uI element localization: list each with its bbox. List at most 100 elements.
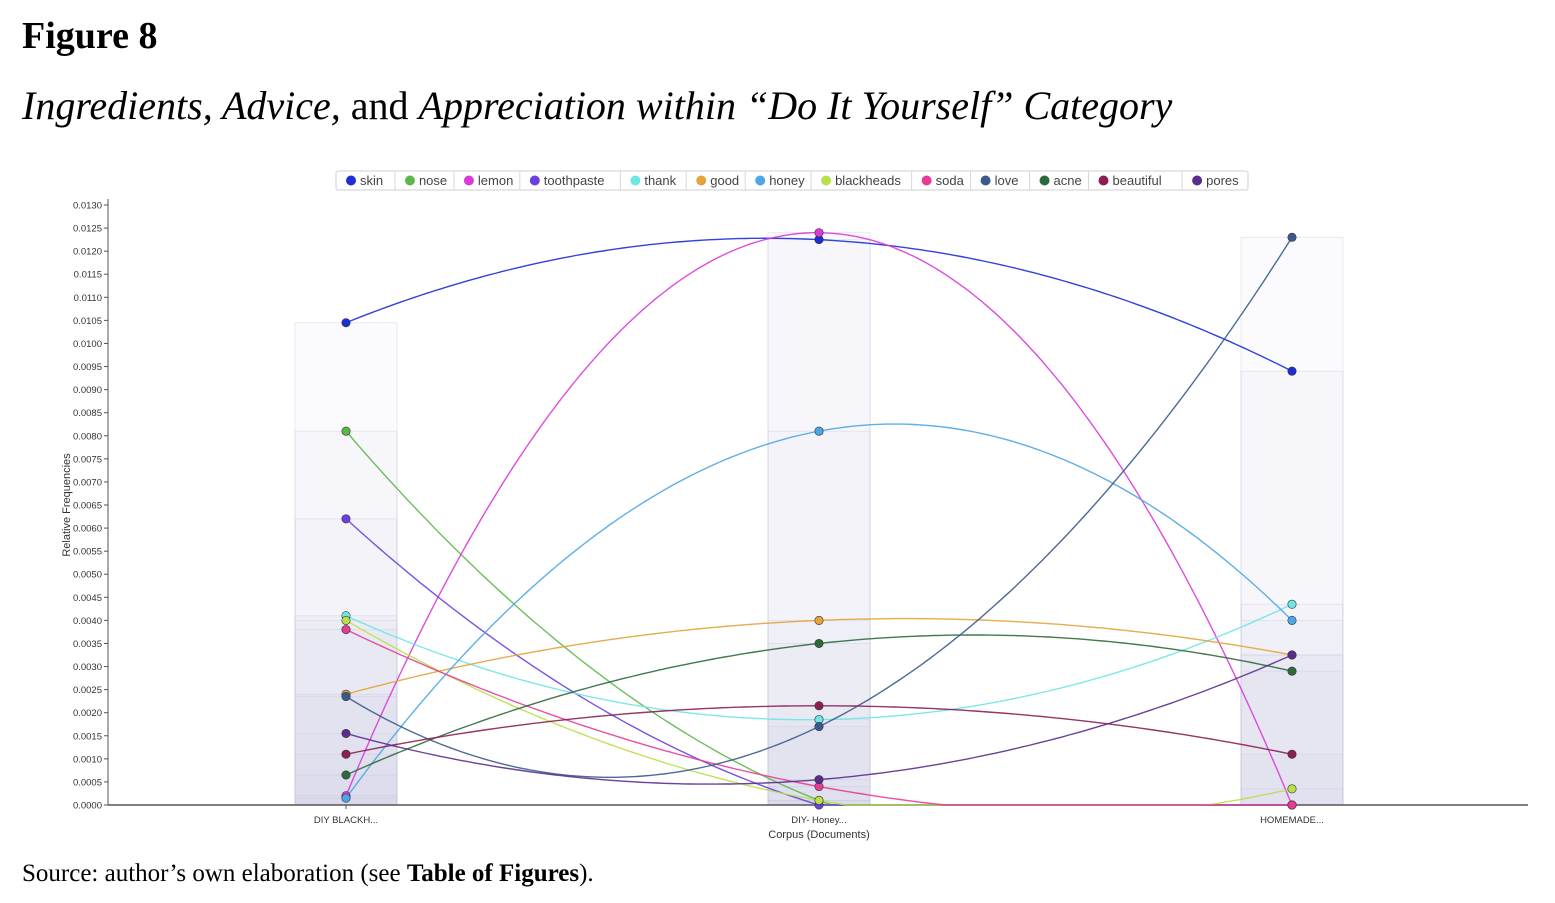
legend-item-blackheads[interactable]: blackheads xyxy=(810,171,901,190)
y-tick-label: 0.0130 xyxy=(73,201,102,212)
y-tick-label: 0.0095 xyxy=(73,362,102,373)
data-point-acne-1[interactable] xyxy=(341,770,351,780)
data-point-soda-3[interactable] xyxy=(1287,800,1297,810)
legend-label-love: love xyxy=(995,173,1019,188)
legend-item-good[interactable]: good xyxy=(685,171,739,190)
y-tick-label: 0.0030 xyxy=(73,662,102,673)
data-point-beautiful-1[interactable] xyxy=(341,749,351,759)
data-point-beautiful-3[interactable] xyxy=(1287,749,1297,759)
legend-item-lemon[interactable]: lemon xyxy=(453,171,513,190)
legend-item-nose[interactable]: nose xyxy=(394,171,447,190)
source-prefix: Source: author’s own elaboration (see xyxy=(22,860,407,887)
y-tick-label: 0.0025 xyxy=(73,685,102,696)
legend-item-soda[interactable]: soda xyxy=(911,171,965,190)
legend-swatch-lemon xyxy=(463,175,474,186)
legend-label-acne: acne xyxy=(1054,173,1082,188)
x-tick-label: DIY- Honey... xyxy=(791,815,846,826)
data-point-honey-2[interactable] xyxy=(814,426,824,436)
data-point-toothpaste-1[interactable] xyxy=(341,514,351,524)
data-point-acne-3[interactable] xyxy=(1287,666,1297,676)
legend-swatch-pores xyxy=(1192,175,1203,186)
y-tick-label: 0.0005 xyxy=(73,777,102,788)
y-tick-label: 0.0060 xyxy=(73,524,102,535)
legend-item-pores[interactable]: pores xyxy=(1181,171,1239,190)
legend-label-nose: nose xyxy=(419,173,447,188)
y-tick-label: 0.0065 xyxy=(73,501,102,512)
legend-item-acne[interactable]: acne xyxy=(1029,171,1082,190)
legend-item-honey[interactable]: honey xyxy=(744,171,805,190)
data-point-pores-3[interactable] xyxy=(1287,650,1297,660)
column-band-good-1 xyxy=(294,693,398,806)
legend-item-skin[interactable]: skin xyxy=(346,173,383,188)
source-suffix: ). xyxy=(579,860,594,887)
y-tick-label: 0.0055 xyxy=(73,547,102,558)
y-tick-label: 0.0015 xyxy=(73,731,102,742)
data-point-skin-1[interactable] xyxy=(341,318,351,328)
data-point-good-2[interactable] xyxy=(814,615,824,625)
figure-source: Source: author’s own elaboration (see Ta… xyxy=(22,860,594,888)
data-point-love-1[interactable] xyxy=(341,692,351,702)
y-tick-label: 0.0040 xyxy=(73,616,102,627)
y-tick-label: 0.0115 xyxy=(74,270,102,281)
legend-swatch-blackheads xyxy=(821,175,832,186)
data-point-thank-3[interactable] xyxy=(1287,599,1297,609)
legend-label-lemon: lemon xyxy=(478,173,513,188)
y-tick-label: 0.0070 xyxy=(73,477,102,488)
legend-label-blackheads: blackheads xyxy=(835,173,901,188)
legend-label-thank: thank xyxy=(644,173,676,188)
y-tick-label: 0.0075 xyxy=(73,454,102,465)
legend-swatch-beautiful xyxy=(1098,175,1109,186)
legend-swatch-love xyxy=(980,175,991,186)
data-point-nose-1[interactable] xyxy=(341,426,351,436)
data-point-beautiful-2[interactable] xyxy=(814,701,824,711)
column-band-thank-3 xyxy=(1240,603,1344,806)
legend-label-beautiful: beautiful xyxy=(1113,173,1162,188)
y-tick-label: 0.0120 xyxy=(73,247,102,258)
figure-label: Figure 8 xyxy=(22,15,158,57)
legend-label-good: good xyxy=(710,173,739,188)
legend-swatch-skin xyxy=(346,175,356,186)
data-point-honey-1[interactable] xyxy=(341,793,351,803)
y-tick-label: 0.0050 xyxy=(73,570,102,581)
legend-swatch-honey xyxy=(755,175,766,186)
legend-box xyxy=(335,170,1249,191)
data-point-blackheads-3[interactable] xyxy=(1287,784,1297,794)
y-axis-title: Relative Frequencies xyxy=(61,453,73,557)
legend-swatch-toothpaste xyxy=(529,175,540,186)
data-point-pores-2[interactable] xyxy=(814,775,824,785)
legend-swatch-thank xyxy=(630,175,641,186)
legend-swatch-soda xyxy=(921,175,932,186)
chart-legend: skin nose lemon toothpaste thank good honey bla… xyxy=(335,170,1249,191)
data-point-pores-1[interactable] xyxy=(341,728,351,738)
data-point-blackheads-1[interactable] xyxy=(341,615,351,625)
data-point-lemon-2[interactable] xyxy=(814,228,824,238)
data-point-skin-3[interactable] xyxy=(1287,366,1297,376)
column-band-love-3 xyxy=(1240,236,1344,806)
series-points xyxy=(341,228,1297,810)
legend-item-toothpaste[interactable]: toothpaste xyxy=(519,171,605,190)
data-point-honey-3[interactable] xyxy=(1287,615,1297,625)
legend-item-thank[interactable]: thank xyxy=(619,171,677,190)
legend-swatch-acne xyxy=(1039,175,1050,186)
column-band-pores-3 xyxy=(1240,654,1344,806)
legend-label-toothpaste: toothpaste xyxy=(544,173,605,188)
y-tick-label: 0.0000 xyxy=(73,801,102,812)
data-point-soda-1[interactable] xyxy=(341,625,351,635)
legend-label-honey: honey xyxy=(769,173,805,188)
data-point-love-3[interactable] xyxy=(1287,232,1297,242)
y-tick-label: 0.0020 xyxy=(73,708,102,719)
legend-item-love[interactable]: love xyxy=(970,171,1019,190)
column-band-acne-3 xyxy=(1240,670,1344,806)
data-point-blackheads-2[interactable] xyxy=(814,795,824,805)
column-band-skin-2 xyxy=(767,239,871,806)
legend-item-beautiful[interactable]: beautiful xyxy=(1088,171,1162,190)
data-point-love-2[interactable] xyxy=(814,722,824,732)
legend-label-pores: pores xyxy=(1206,173,1239,188)
x-tick-label: DIY BLACKH... xyxy=(314,815,378,826)
legend-swatch-good xyxy=(696,175,707,186)
y-tick-label: 0.0110 xyxy=(74,293,102,304)
column-band-good-2 xyxy=(767,619,871,806)
figure-title-part-2: and xyxy=(340,83,419,128)
legend-label-skin: skin xyxy=(360,173,383,188)
data-point-acne-2[interactable] xyxy=(814,638,824,648)
